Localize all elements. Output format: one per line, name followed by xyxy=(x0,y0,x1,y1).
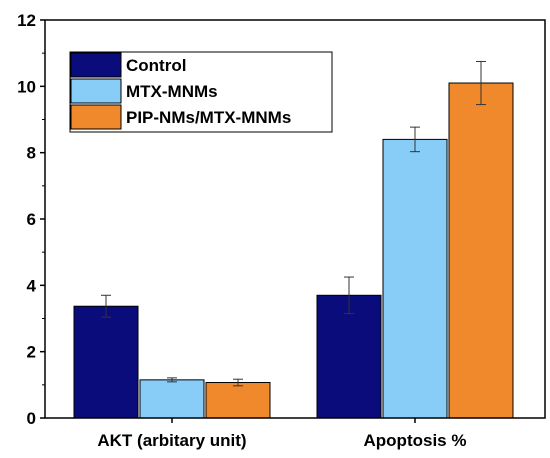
bar-1-0 xyxy=(139,379,205,419)
y-tick-label-8: 8 xyxy=(27,144,36,163)
legend-label-2: PIP-NMs/MTX-MNMs xyxy=(126,108,291,127)
legend-swatch-1 xyxy=(70,78,122,104)
y-tick-label-6: 6 xyxy=(27,210,36,229)
bar-0-0 xyxy=(73,305,139,419)
y-tick-label-10: 10 xyxy=(17,77,36,96)
bar-1-1 xyxy=(382,138,448,419)
y-tick-label-0: 0 xyxy=(27,409,36,428)
legend-label-1: MTX-MNMs xyxy=(126,82,218,101)
legend-swatch-0 xyxy=(70,52,122,78)
y-axis: 0 2 4 6 8 10 12 xyxy=(17,11,45,428)
bar-2-1 xyxy=(448,82,514,419)
y-tick-label-12: 12 xyxy=(17,11,36,30)
error-bars-layer xyxy=(101,60,486,387)
x-category-label-0: AKT (arbitary unit) xyxy=(97,431,246,450)
y-tick-label-2: 2 xyxy=(27,343,36,362)
legend: Control MTX-MNMs PIP-NMs/MTX-MNMs xyxy=(69,51,333,133)
x-axis-categories: AKT (arbitary unit) Apoptosis % xyxy=(97,418,466,450)
bar-0-1 xyxy=(316,294,382,419)
bars-layer xyxy=(73,82,514,419)
legend-swatch-2 xyxy=(70,104,122,130)
y-tick-label-4: 4 xyxy=(27,276,37,295)
bar-2-0 xyxy=(205,382,271,419)
x-category-label-1: Apoptosis % xyxy=(364,431,467,450)
legend-label-0: Control xyxy=(126,56,186,75)
